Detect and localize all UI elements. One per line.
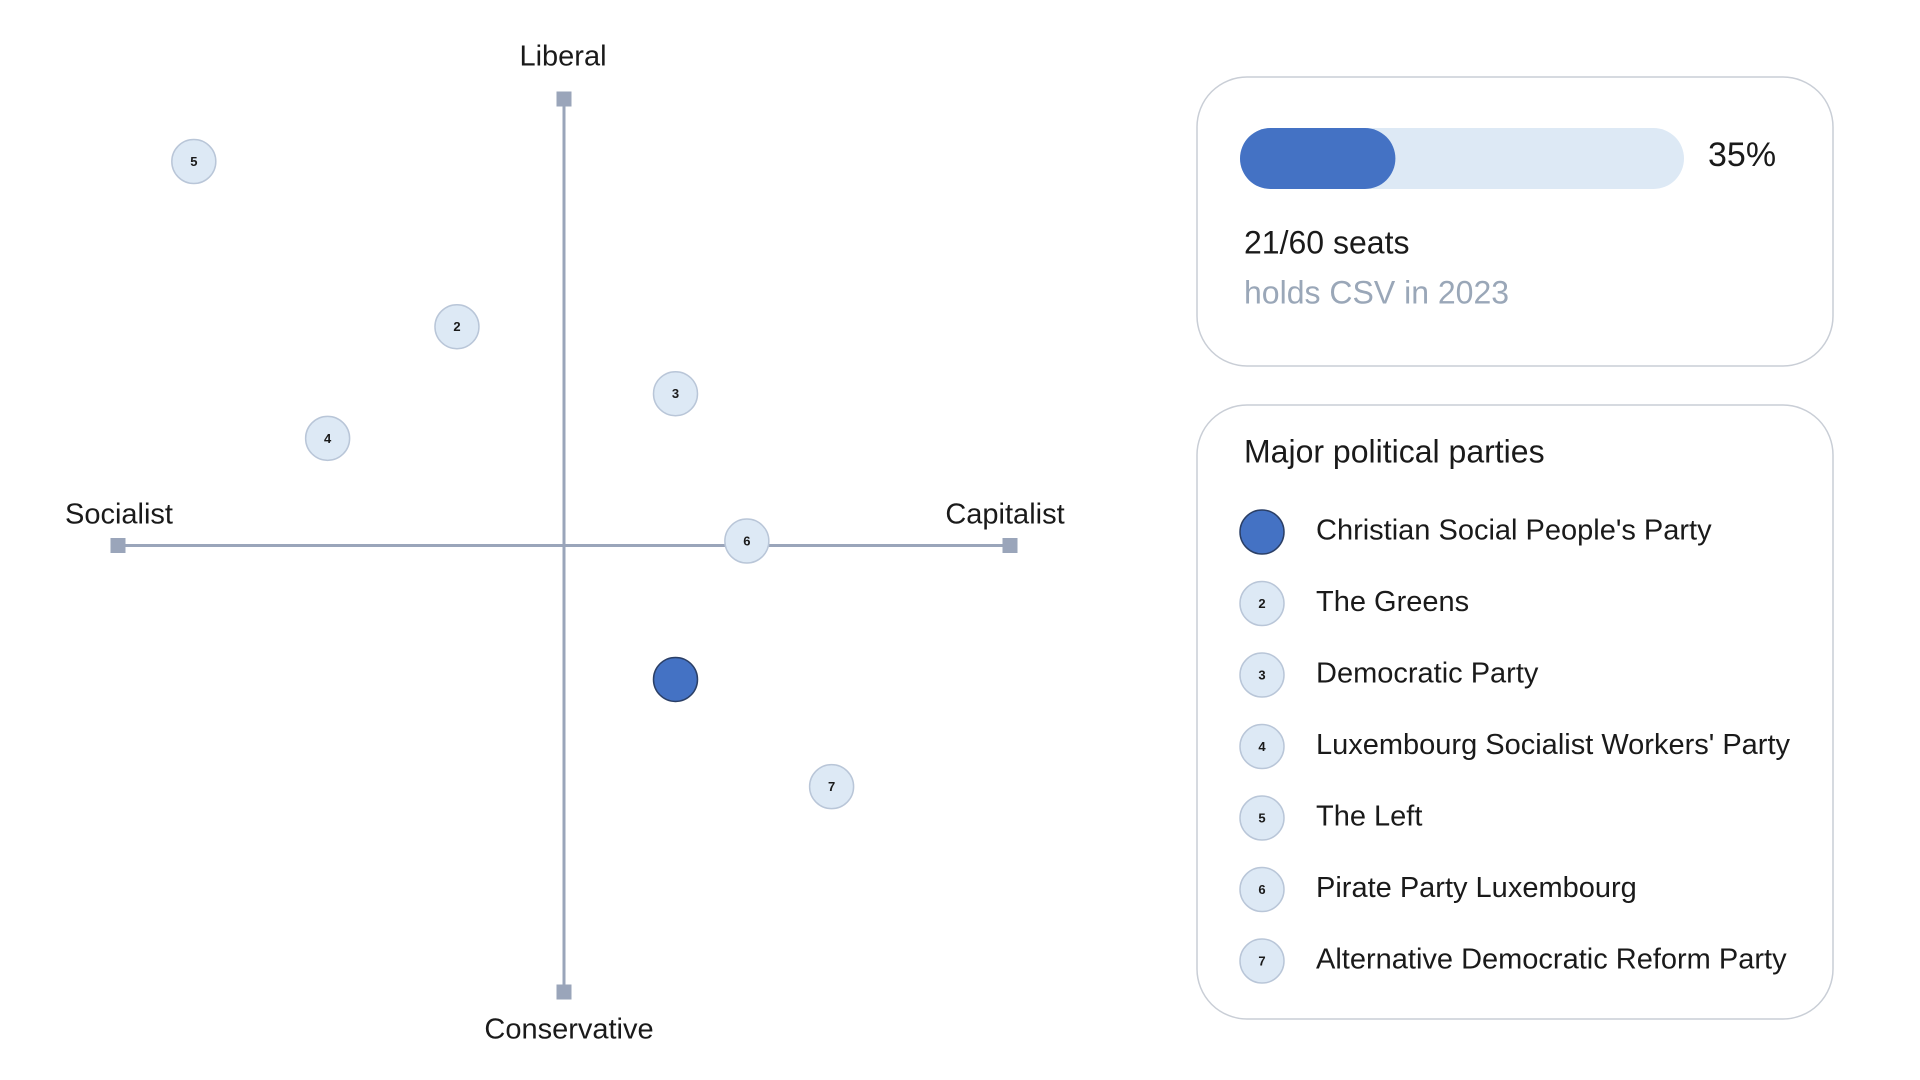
note-text: holds CSV in 2023 (1244, 274, 1509, 310)
legend-label: Christian Social People's Party (1316, 515, 1712, 547)
legend-marker: 2 (1258, 596, 1265, 611)
point-marker: 2 (453, 319, 460, 334)
legend-label: Democratic Party (1316, 658, 1539, 690)
seats-text: 21/60 seats (1244, 224, 1409, 260)
party-point (808, 763, 855, 810)
legend-swatch (1239, 938, 1285, 984)
legend-marker: 3 (1258, 667, 1265, 682)
legend-swatch (1239, 723, 1285, 770)
legend-label: Alternative Democratic Reform Party (1316, 944, 1787, 976)
legend-swatch (1239, 866, 1285, 913)
legend-marker: 4 (1258, 739, 1266, 754)
party-point (304, 415, 351, 462)
legend-title: Major political parties (1244, 433, 1545, 469)
axis-end (556, 91, 572, 107)
point-marker: 6 (743, 533, 750, 548)
legend-card (1196, 404, 1834, 1020)
axis-label-left: Socialist (65, 499, 173, 531)
point-marker: 5 (190, 154, 197, 169)
progress-fill (1240, 128, 1396, 189)
party-point (652, 656, 699, 703)
legend-marker: 6 (1258, 882, 1265, 897)
point-marker: 7 (828, 779, 835, 794)
legend-marker: 7 (1258, 953, 1265, 968)
legend-label: The Greens (1316, 586, 1469, 618)
legend-label: The Left (1316, 801, 1422, 833)
party-point (724, 518, 770, 564)
point-marker: 4 (324, 431, 332, 446)
legend-swatch (1239, 580, 1285, 627)
legend-swatch (1239, 795, 1285, 841)
legend-swatch (1239, 509, 1285, 555)
legend-label: Luxembourg Socialist Workers' Party (1316, 729, 1791, 761)
axis-end (556, 984, 572, 1000)
point-marker: 3 (672, 386, 679, 401)
axis-end (110, 538, 126, 553)
party-point (652, 370, 699, 417)
axis-end (1002, 538, 1018, 553)
party-point (434, 303, 480, 350)
summary-card (1196, 76, 1834, 367)
legend-marker: 5 (1258, 810, 1265, 825)
axis-label-right: Capitalist (945, 499, 1064, 531)
legend-swatch (1239, 652, 1285, 698)
axis-label-top: Liberal (519, 41, 606, 73)
axis-label-bottom: Conservative (484, 1014, 653, 1046)
legend-label: Pirate Party Luxembourg (1316, 872, 1637, 904)
share-label: 35% (1708, 136, 1776, 174)
party-point (171, 138, 217, 185)
